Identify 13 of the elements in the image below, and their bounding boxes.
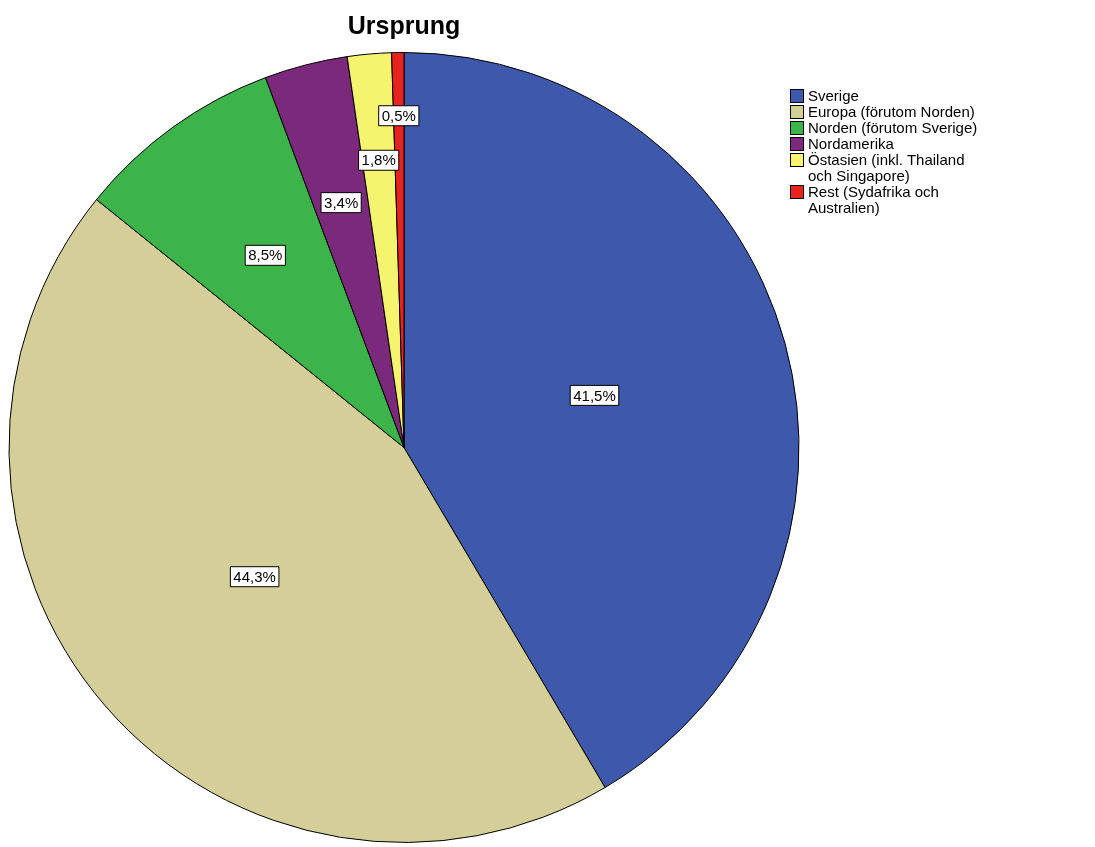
data-label: 41,5% — [573, 386, 616, 404]
data-label: 3,4% — [324, 193, 359, 211]
legend-label: Sverige — [808, 87, 859, 104]
legend-label: Norden (förutom Sverige) — [808, 119, 978, 136]
legend-label: Europa (förutom Norden) — [808, 103, 975, 120]
data-label: 44,3% — [233, 567, 276, 585]
data-label: 0,5% — [381, 106, 416, 124]
legend-label: Nordamerika — [808, 135, 894, 152]
data-label: 1,8% — [361, 151, 396, 169]
chart-title: Ursprung — [347, 10, 461, 39]
data-label: 8,5% — [248, 246, 283, 264]
legend-label: Östasien (inkl. Thailand och Singapore) — [808, 151, 966, 184]
legend-label: Rest (Sydafrika och Australien) — [808, 183, 940, 216]
